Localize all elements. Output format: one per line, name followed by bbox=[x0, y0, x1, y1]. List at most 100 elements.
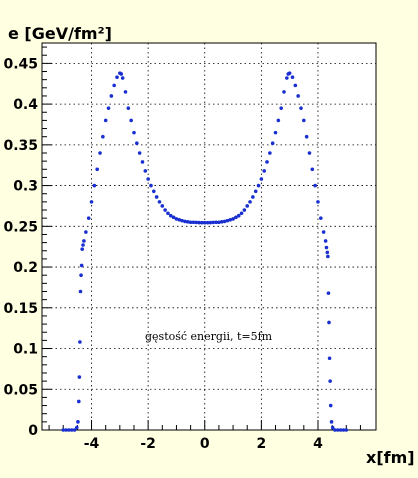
data-point bbox=[67, 428, 71, 432]
data-point bbox=[86, 216, 91, 220]
data-point bbox=[166, 211, 170, 216]
data-point bbox=[236, 213, 241, 218]
grid-lines bbox=[42, 43, 376, 430]
data-point bbox=[126, 106, 131, 110]
data-point bbox=[234, 215, 238, 220]
data-point bbox=[64, 428, 68, 432]
data-point bbox=[188, 220, 193, 225]
data-point bbox=[219, 220, 224, 224]
data-point bbox=[194, 220, 199, 225]
data-point bbox=[191, 220, 196, 225]
data-point bbox=[152, 189, 156, 194]
data-point bbox=[143, 169, 148, 173]
data-point bbox=[279, 106, 283, 110]
data-point bbox=[180, 218, 184, 223]
data-point bbox=[217, 220, 221, 225]
data-point bbox=[154, 195, 159, 199]
data-point bbox=[177, 217, 182, 222]
data-point bbox=[149, 183, 153, 188]
data-point bbox=[202, 220, 207, 225]
axis-ticks bbox=[42, 46, 361, 431]
data-point bbox=[310, 167, 315, 172]
data-point bbox=[329, 420, 334, 424]
data-point bbox=[333, 428, 337, 432]
data-point bbox=[171, 215, 176, 220]
data-point bbox=[160, 204, 165, 208]
data-point bbox=[72, 428, 77, 432]
data-point bbox=[120, 76, 125, 80]
y-tick-label: 0.3 bbox=[13, 179, 38, 195]
data-point bbox=[163, 208, 167, 212]
data-point bbox=[304, 134, 309, 139]
data-point bbox=[119, 72, 124, 76]
data-point bbox=[270, 141, 275, 146]
data-point bbox=[319, 216, 323, 220]
data-point bbox=[327, 320, 331, 325]
x-tick-label: 2 bbox=[256, 436, 266, 452]
data-point bbox=[321, 230, 326, 234]
data-point bbox=[129, 118, 133, 123]
y-tick-label: 0.4 bbox=[13, 97, 38, 113]
data-point bbox=[328, 403, 333, 408]
data-point bbox=[296, 94, 300, 98]
plot-border bbox=[41, 42, 377, 431]
data-point bbox=[98, 151, 102, 155]
data-point bbox=[69, 428, 74, 432]
data-point bbox=[268, 151, 272, 155]
data-point bbox=[135, 141, 139, 146]
x-tick-label: -4 bbox=[84, 436, 100, 452]
x-axis-label: x[fm] bbox=[366, 448, 415, 467]
data-point bbox=[323, 239, 328, 243]
data-point bbox=[115, 75, 119, 80]
data-point bbox=[282, 90, 286, 94]
data-point bbox=[123, 90, 128, 94]
data-point bbox=[95, 167, 99, 172]
data-point bbox=[197, 220, 201, 225]
data-point bbox=[76, 399, 81, 404]
data-point bbox=[76, 420, 80, 424]
data-point bbox=[92, 183, 97, 188]
x-tick-label: 0 bbox=[200, 436, 210, 452]
data-points bbox=[61, 71, 349, 432]
data-point bbox=[273, 130, 278, 135]
data-point bbox=[338, 428, 343, 432]
data-point bbox=[79, 273, 83, 278]
data-point bbox=[222, 219, 227, 224]
data-point bbox=[325, 250, 330, 255]
data-point bbox=[140, 160, 145, 164]
data-point bbox=[327, 356, 332, 361]
data-point bbox=[302, 118, 306, 123]
data-point bbox=[214, 220, 218, 225]
data-point bbox=[77, 375, 82, 379]
data-point bbox=[84, 230, 88, 234]
y-axis-label: e [GeV/fm²] bbox=[8, 24, 112, 43]
data-point bbox=[326, 254, 330, 259]
data-point bbox=[242, 208, 247, 212]
data-point bbox=[285, 76, 289, 80]
data-point bbox=[256, 183, 261, 188]
data-point bbox=[341, 428, 346, 432]
data-point bbox=[79, 263, 84, 268]
data-point bbox=[251, 195, 255, 199]
y-tick-label: 0.05 bbox=[3, 382, 38, 398]
data-point bbox=[106, 106, 111, 110]
data-point bbox=[344, 428, 349, 432]
data-point bbox=[228, 217, 233, 222]
data-point bbox=[75, 425, 79, 430]
data-point bbox=[245, 204, 250, 208]
x-tick-label: -2 bbox=[140, 436, 156, 452]
data-point bbox=[112, 83, 116, 88]
y-tick-label: 0 bbox=[28, 423, 38, 439]
data-point bbox=[61, 428, 66, 432]
data-point bbox=[109, 94, 114, 98]
data-point bbox=[183, 219, 187, 224]
data-point bbox=[137, 151, 142, 155]
data-point bbox=[239, 211, 244, 216]
data-point bbox=[335, 428, 340, 432]
y-tick-label: 0.45 bbox=[3, 56, 38, 72]
y-tick-label: 0.1 bbox=[13, 342, 38, 358]
y-tick-label: 0.15 bbox=[3, 301, 38, 317]
data-point bbox=[290, 75, 295, 80]
data-point bbox=[174, 217, 179, 221]
